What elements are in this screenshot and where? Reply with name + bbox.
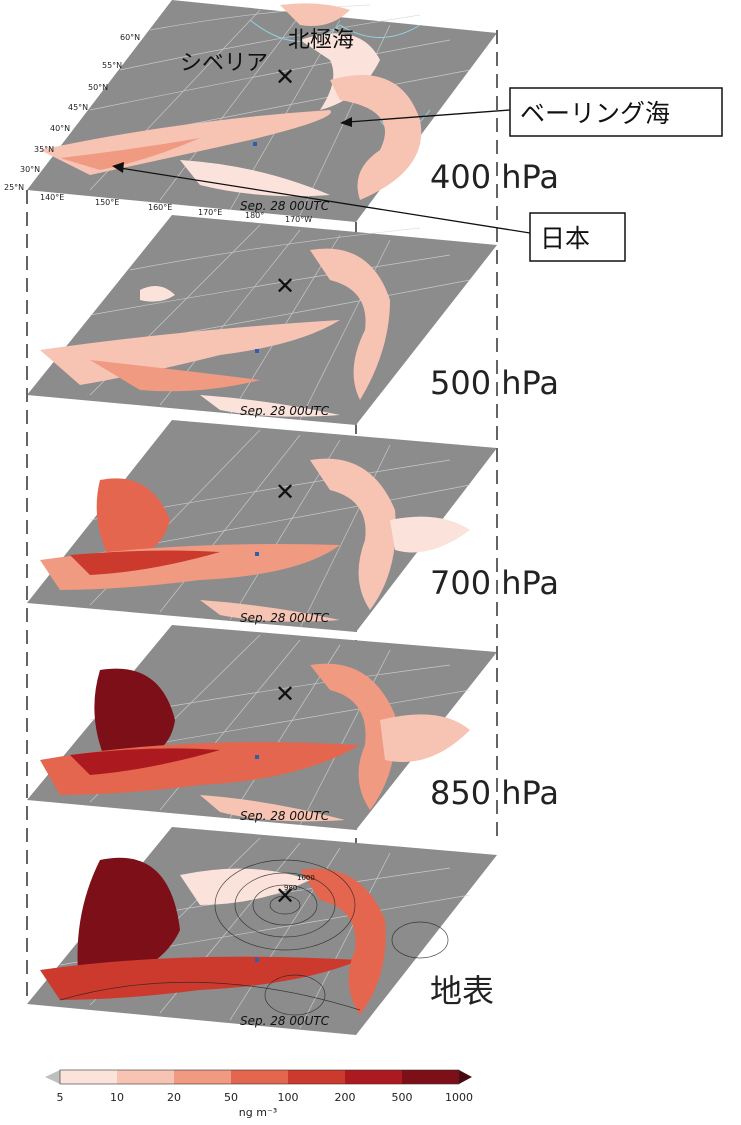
svg-text:150°E: 150°E: [95, 198, 119, 207]
siberia-label: シベリア: [180, 51, 268, 76]
lon-labels: 140°E 150°E 160°E 170°E 180° 170°W: [40, 193, 312, 224]
level-label: 400 hPa: [430, 158, 559, 196]
arctic-label: 北極海: [288, 28, 354, 53]
svg-text:1000: 1000: [445, 1091, 473, 1104]
level-label: 850 hPa: [430, 774, 559, 812]
svg-text:50°N: 50°N: [88, 83, 108, 92]
cross-marker: ✕: [275, 272, 295, 300]
panel-400hpa: ✕ 北極海 シベリア Sep. 28 00UTC 400 hPa: [27, 0, 559, 222]
cross-marker: ✕: [275, 680, 295, 708]
panel-700hpa: ✕ Sep. 28 00UTC 700 hPa: [27, 420, 559, 632]
japan-marker: [253, 142, 257, 146]
svg-text:20: 20: [167, 1091, 181, 1104]
svg-text:日本: 日本: [540, 224, 590, 253]
svg-text:170°W: 170°W: [285, 215, 312, 224]
cross-marker: ✕: [275, 478, 295, 506]
svg-text:500: 500: [392, 1091, 413, 1104]
svg-text:60°N: 60°N: [120, 33, 140, 42]
timestamp: Sep. 28 00UTC: [240, 404, 330, 418]
aerosol-plume: [40, 458, 470, 622]
contour-label: 1000: [297, 874, 315, 882]
cross-marker: ✕: [275, 882, 295, 910]
svg-text:25°N: 25°N: [4, 183, 24, 192]
panel-500hpa: ✕ Sep. 28 00UTC 500 hPa: [27, 215, 559, 425]
japan-marker: [255, 349, 259, 353]
callout-bering: ベーリング海: [340, 87, 723, 137]
svg-text:200: 200: [335, 1091, 356, 1104]
aerosol-plume: [40, 3, 422, 200]
svg-text:ベーリング海: ベーリング海: [520, 99, 670, 128]
svg-text:180°: 180°: [245, 211, 264, 220]
callout-japan: 日本: [112, 162, 626, 262]
panel-surface: 1000 980 ✕ Sep. 28 00UTC 地表: [27, 827, 497, 1035]
svg-text:160°E: 160°E: [148, 203, 172, 212]
timestamp: Sep. 28 00UTC: [240, 611, 330, 625]
contour-label: 980: [284, 884, 297, 892]
aerosol-plume: [40, 248, 390, 417]
japan-marker: [255, 755, 259, 759]
level-label: 地表: [430, 972, 494, 1010]
map-surface: [27, 215, 497, 425]
svg-text:ng m⁻³: ng m⁻³: [239, 1106, 277, 1119]
svg-text:35°N: 35°N: [34, 145, 54, 154]
svg-text:45°N: 45°N: [68, 103, 88, 112]
timestamp: Sep. 28 00UTC: [240, 809, 330, 823]
colorbar: 5 10 20 50 100 200 500 1000 ng m⁻³: [45, 1069, 473, 1119]
svg-text:5: 5: [57, 1091, 64, 1104]
japan-marker: [255, 958, 259, 962]
timestamp: Sep. 28 00UTC: [240, 1014, 330, 1028]
svg-text:100: 100: [278, 1091, 299, 1104]
timestamp: Sep. 28 00UTC: [240, 199, 330, 213]
panel-850hpa: ✕ Sep. 28 00UTC 850 hPa: [27, 625, 559, 830]
svg-text:50: 50: [224, 1091, 238, 1104]
svg-text:40°N: 40°N: [50, 124, 70, 133]
pressure-contours: [59, 859, 449, 1016]
lat-labels: 25°N 30°N 35°N 40°N 45°N 50°N 55°N 60°N: [4, 33, 140, 192]
svg-text:10: 10: [110, 1091, 124, 1104]
japan-marker: [255, 552, 259, 556]
svg-text:30°N: 30°N: [20, 165, 40, 174]
level-label: 500 hPa: [430, 364, 559, 402]
svg-text:140°E: 140°E: [40, 193, 64, 202]
svg-text:55°N: 55°N: [102, 61, 122, 70]
aerosol-plume: [40, 663, 470, 822]
aerosol-plume: [40, 857, 386, 1015]
level-label: 700 hPa: [430, 564, 559, 602]
cross-marker: ✕: [275, 63, 295, 91]
svg-text:170°E: 170°E: [198, 208, 222, 217]
